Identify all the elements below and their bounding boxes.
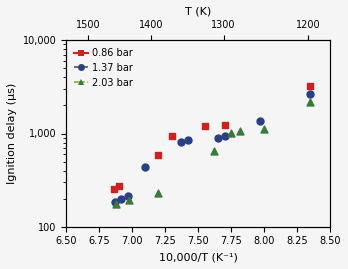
Point: [178, 139, 184, 144]
Point: [156, 153, 161, 157]
Point: [119, 197, 124, 201]
Point: [258, 119, 263, 123]
Point: [211, 149, 217, 153]
X-axis label: T (K): T (K): [185, 7, 211, 17]
Point: [116, 184, 121, 188]
Point: [308, 84, 313, 89]
Y-axis label: Ignition delay (μs): Ignition delay (μs): [7, 83, 17, 184]
Point: [113, 202, 119, 206]
Point: [125, 194, 131, 198]
Point: [185, 138, 190, 142]
X-axis label: 10,000/T (K⁻¹): 10,000/T (K⁻¹): [159, 252, 238, 262]
Point: [142, 165, 148, 169]
Point: [215, 136, 221, 140]
Point: [308, 92, 313, 96]
Point: [238, 129, 243, 133]
Point: [202, 124, 207, 128]
Legend: 0.86 bar, 1.37 bar, 2.03 bar: 0.86 bar, 1.37 bar, 2.03 bar: [71, 45, 136, 91]
Point: [308, 100, 313, 104]
Point: [112, 200, 118, 204]
Point: [228, 130, 234, 135]
Point: [169, 134, 174, 138]
Point: [222, 123, 227, 127]
Point: [261, 126, 267, 131]
Point: [156, 191, 161, 195]
Point: [111, 187, 116, 191]
Point: [127, 197, 132, 202]
Point: [222, 134, 227, 139]
